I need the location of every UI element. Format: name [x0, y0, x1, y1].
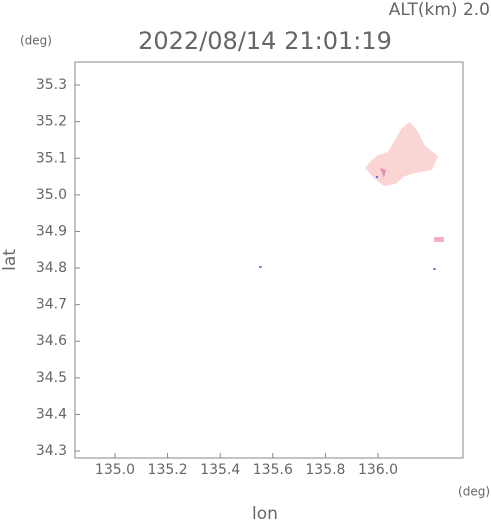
x-tick-label: 135.4: [200, 462, 240, 478]
y-tick-label: 35.2: [36, 114, 67, 130]
x-axis-label: lon: [252, 504, 278, 521]
y-tick-label: 34.6: [36, 333, 67, 349]
x-tick-label: 135.2: [148, 462, 188, 478]
y-axis-label: lat: [0, 249, 20, 271]
x-tick-label: 135.6: [253, 462, 293, 478]
y-unit: (deg): [20, 34, 52, 48]
x-tick-label: 135.8: [305, 462, 345, 478]
y-tick-label: 34.4: [36, 406, 67, 422]
y-tick-label: 34.9: [36, 223, 67, 239]
plot-frame: [74, 61, 464, 459]
y-tick-label: 34.5: [36, 370, 67, 386]
y-tick-label: 35.3: [36, 77, 67, 93]
x-tick-label: 136.0: [358, 462, 398, 478]
y-tick-label: 34.3: [36, 443, 67, 459]
y-tick-label: 35.1: [36, 150, 67, 166]
x-tick-label: 135.0: [95, 462, 135, 478]
echo-area: [259, 122, 444, 270]
x-unit: (deg): [458, 485, 490, 499]
y-tick-label: 35.0: [36, 187, 67, 203]
y-tick-label: 34.8: [36, 260, 67, 276]
chart-title: 2022/08/14 21:01:19: [138, 27, 392, 55]
annotation: ALT(km) 2.0: [389, 0, 490, 20]
y-tick-label: 34.7: [36, 297, 67, 313]
